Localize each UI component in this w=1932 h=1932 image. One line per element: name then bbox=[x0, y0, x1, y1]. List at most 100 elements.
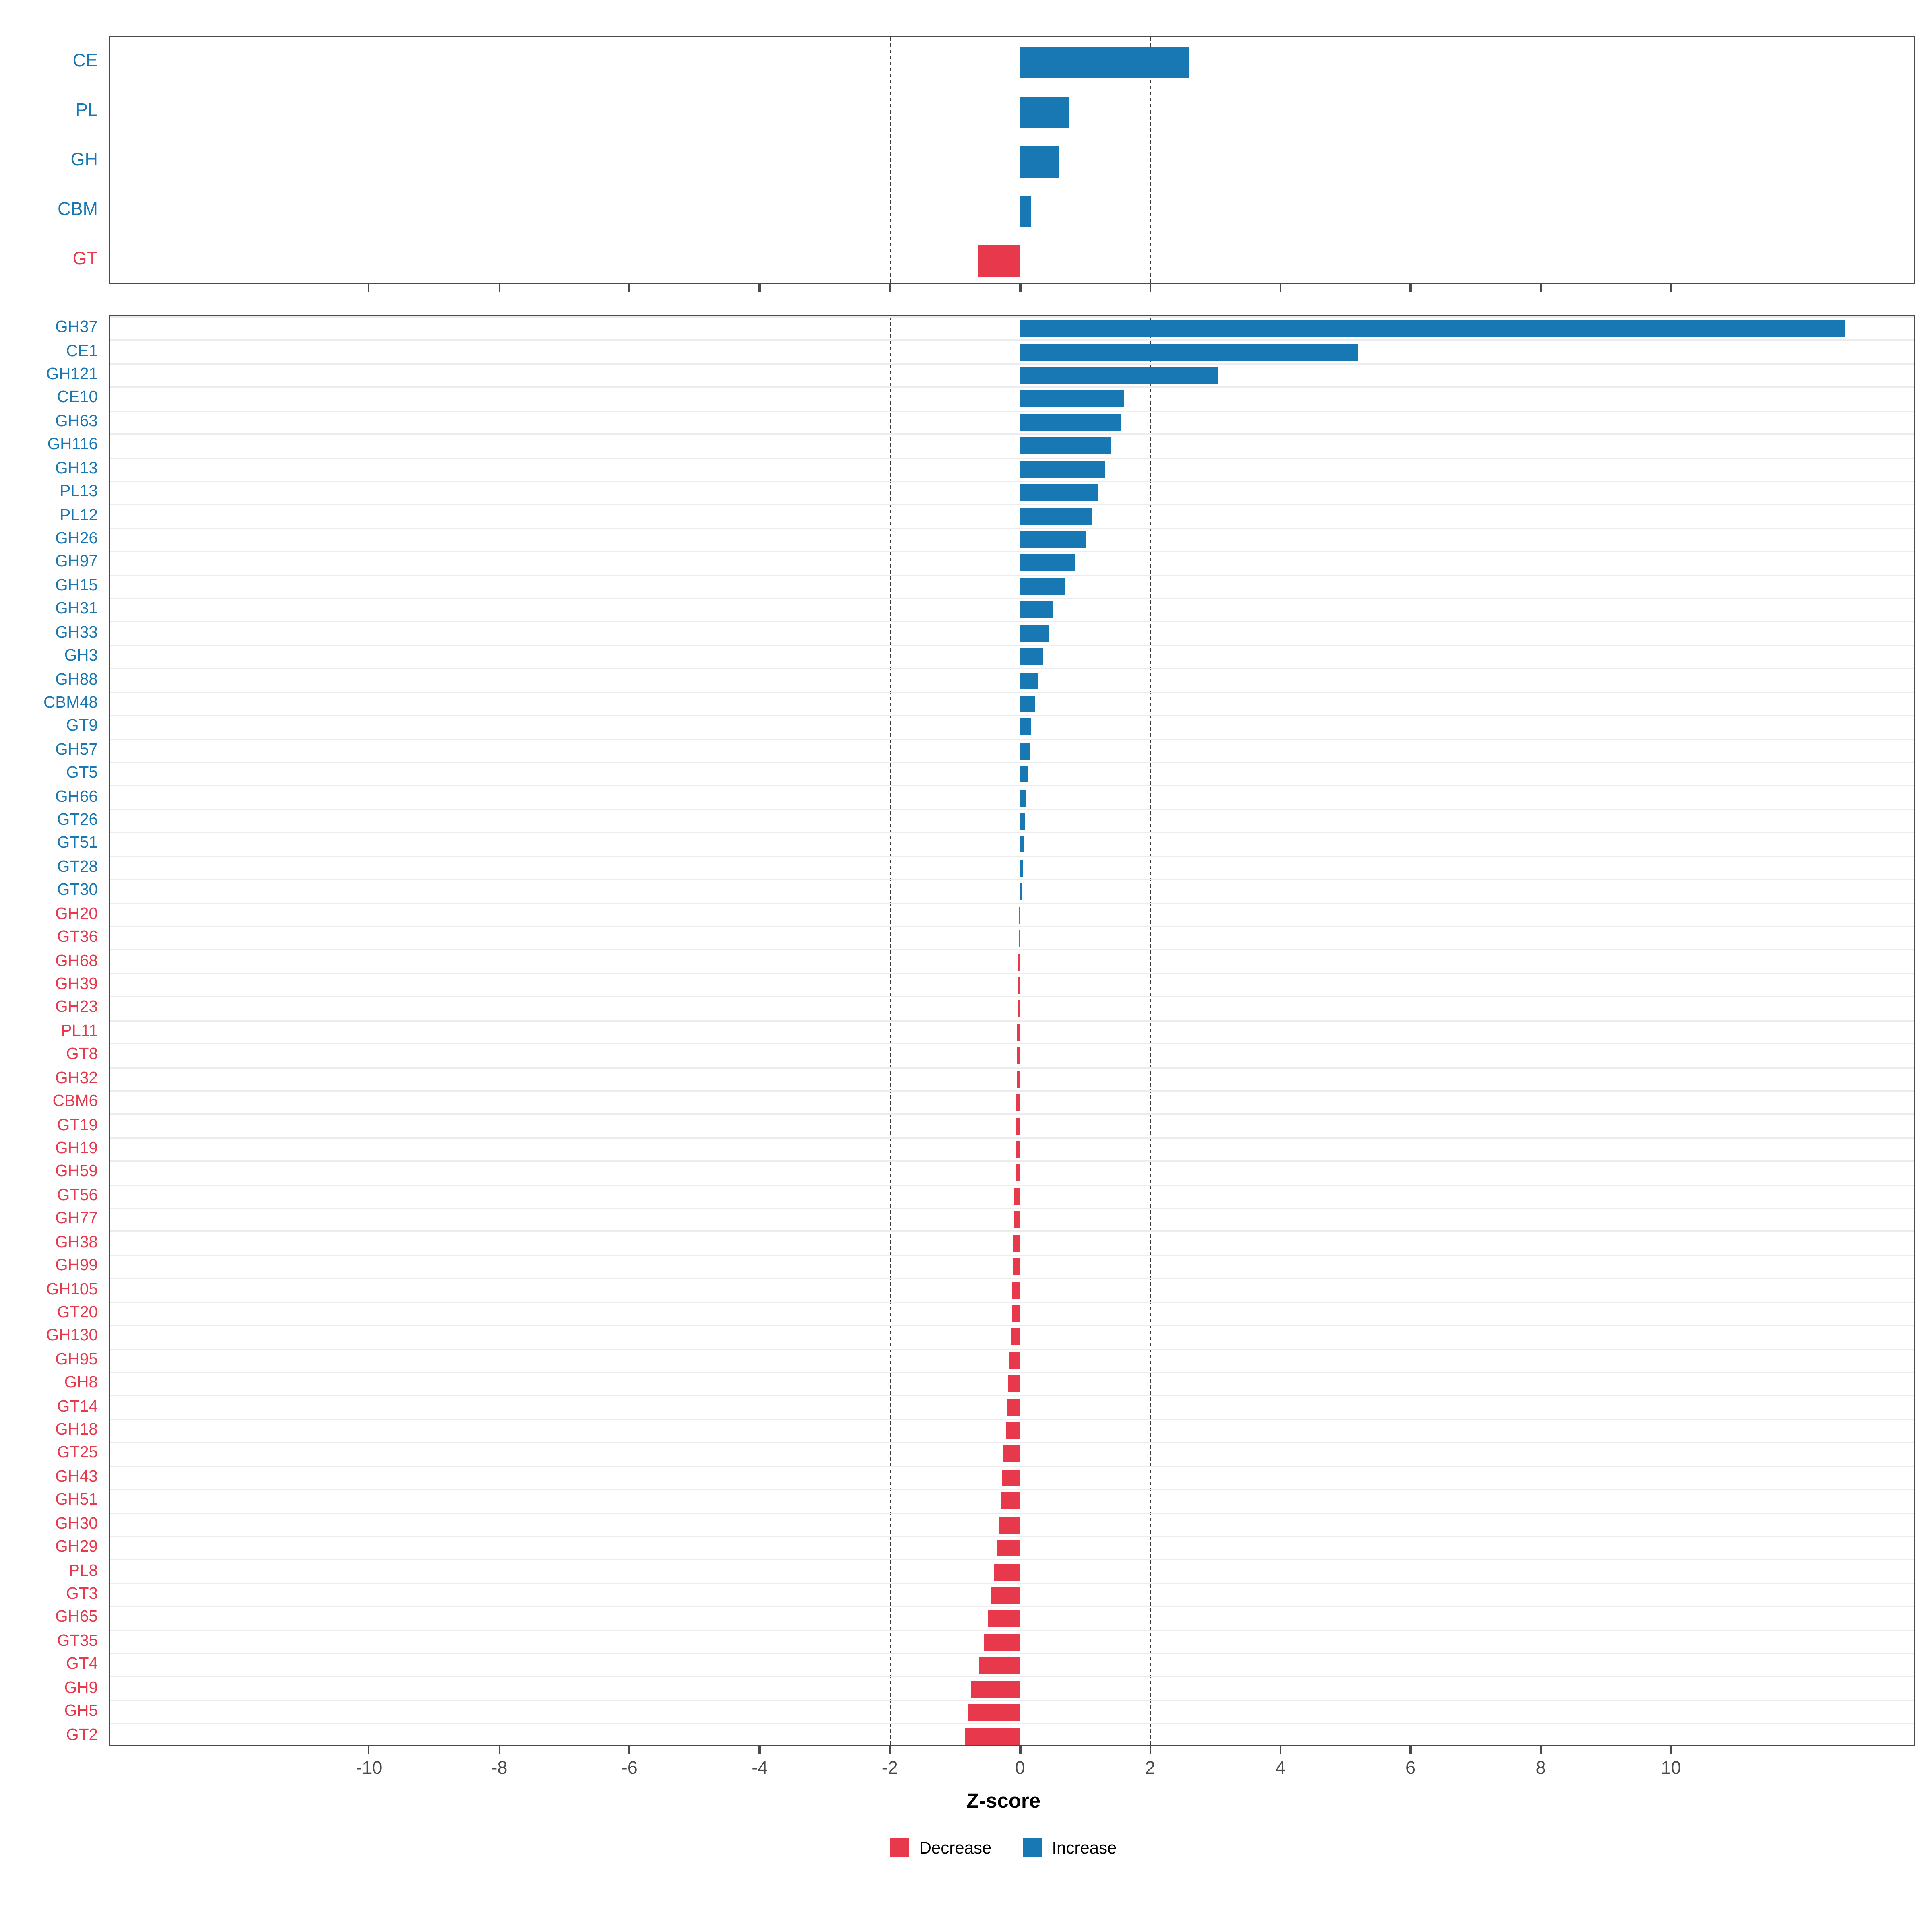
bar-row-GH68 bbox=[110, 949, 1914, 973]
bar-row-GH37 bbox=[110, 316, 1914, 340]
x-tick-mark bbox=[758, 1746, 761, 1754]
bar-row-GH66 bbox=[110, 785, 1914, 809]
bar-row-GT5 bbox=[110, 762, 1914, 785]
bar-PL8 bbox=[994, 1563, 1020, 1580]
bar-GT36 bbox=[1018, 930, 1020, 947]
bar-row-GH3 bbox=[110, 644, 1914, 668]
y-axis-label-GH39: GH39 bbox=[55, 974, 98, 993]
legend: Decrease Increase bbox=[0, 1823, 1915, 1872]
bar-row-GH19 bbox=[110, 1137, 1914, 1160]
x-tick-mark bbox=[889, 284, 891, 292]
bar-GT5 bbox=[1020, 766, 1028, 783]
bar-row-GH23 bbox=[110, 996, 1914, 1020]
y-axis-label-GT5: GT5 bbox=[66, 763, 98, 782]
top-panel-x-ticks bbox=[109, 284, 1915, 296]
bar-row-GH30 bbox=[110, 1512, 1914, 1536]
bar-row-GT4 bbox=[110, 1653, 1914, 1676]
x-tick-label: -2 bbox=[881, 1758, 898, 1779]
bar-GH29 bbox=[997, 1540, 1020, 1557]
y-axis-label-CE1: CE1 bbox=[66, 341, 98, 359]
x-tick-mark bbox=[628, 1746, 631, 1754]
y-axis-label-GT19: GT19 bbox=[57, 1115, 98, 1133]
bar-GH33 bbox=[1020, 625, 1049, 642]
figure: CE PL GH CBM GT GH37 CE1 GH121 CE10 GH63 GH116 GH1… bbox=[0, 36, 1915, 1872]
bar-row-GT9 bbox=[110, 715, 1914, 739]
y-axis-label-GT2: GT2 bbox=[66, 1725, 98, 1743]
top-panel-plot bbox=[109, 36, 1915, 284]
x-axis-title: Z-score bbox=[966, 1790, 1041, 1812]
y-axis-label-GH95: GH95 bbox=[55, 1350, 98, 1368]
bar-row-GH13 bbox=[110, 457, 1914, 481]
bar-row-GT28 bbox=[110, 856, 1914, 879]
bar-GH31 bbox=[1020, 601, 1053, 619]
bar-GH59 bbox=[1015, 1164, 1020, 1182]
bar-row-CBM6 bbox=[110, 1090, 1914, 1114]
bar-GH26 bbox=[1020, 531, 1085, 548]
y-axis-label-GH59: GH59 bbox=[55, 1162, 98, 1181]
bar-row-GH26 bbox=[110, 527, 1914, 551]
x-tick-label: 10 bbox=[1661, 1758, 1681, 1779]
panel-gap bbox=[0, 296, 1915, 315]
y-axis-label-GH105: GH105 bbox=[46, 1279, 98, 1298]
bar-GH97 bbox=[1020, 555, 1075, 572]
y-axis-label-GT28: GT28 bbox=[57, 857, 98, 875]
bar-row-GH39 bbox=[110, 973, 1914, 996]
bar-GT bbox=[978, 244, 1020, 276]
bar-GH63 bbox=[1020, 414, 1121, 431]
y-axis-label-GH38: GH38 bbox=[55, 1232, 98, 1251]
x-tick-label: -6 bbox=[621, 1758, 638, 1779]
y-axis-label-GH51: GH51 bbox=[55, 1490, 98, 1509]
bar-GT20 bbox=[1011, 1305, 1020, 1322]
legend-item-decrease: Decrease bbox=[890, 1838, 991, 1857]
y-axis-label-GH29: GH29 bbox=[55, 1537, 98, 1556]
y-axis-label-GH26: GH26 bbox=[55, 529, 98, 547]
bar-row-GH31 bbox=[110, 598, 1914, 621]
bar-row-GH105 bbox=[110, 1278, 1914, 1301]
bar-GT28 bbox=[1020, 859, 1023, 877]
x-tick-label: 4 bbox=[1275, 1758, 1286, 1779]
bar-GH77 bbox=[1014, 1211, 1020, 1228]
x-tick-label: -10 bbox=[356, 1758, 382, 1779]
y-axis-label-GH63: GH63 bbox=[55, 411, 98, 430]
y-axis-label-GT8: GT8 bbox=[66, 1044, 98, 1063]
bottom-panel-plot bbox=[109, 315, 1915, 1746]
y-axis-label-GT35: GT35 bbox=[57, 1631, 98, 1649]
x-tick-label: 2 bbox=[1145, 1758, 1156, 1779]
y-axis-label-GH30: GH30 bbox=[55, 1514, 98, 1532]
top-panel: CE PL GH CBM GT bbox=[0, 36, 1915, 296]
x-tick-mark bbox=[758, 284, 761, 292]
bar-row-GH20 bbox=[110, 902, 1914, 926]
bar-GH57 bbox=[1020, 742, 1030, 760]
x-tick-mark bbox=[1410, 1746, 1412, 1754]
x-tick-mark bbox=[1149, 284, 1152, 292]
y-axis-label-CE10: CE10 bbox=[57, 388, 98, 407]
x-tick-mark bbox=[498, 284, 500, 292]
y-axis-label-GT51: GT51 bbox=[57, 834, 98, 852]
x-tick-mark bbox=[1540, 1746, 1542, 1754]
y-axis-label-GH88: GH88 bbox=[55, 669, 98, 688]
bar-CBM48 bbox=[1020, 695, 1034, 712]
bar-GH3 bbox=[1020, 648, 1043, 666]
bar-GT25 bbox=[1003, 1446, 1020, 1463]
bar-PL11 bbox=[1017, 1024, 1020, 1041]
bar-row-GH38 bbox=[110, 1231, 1914, 1254]
bar-row-GT3 bbox=[110, 1583, 1914, 1606]
x-tick-label: 6 bbox=[1406, 1758, 1416, 1779]
bar-row-GH43 bbox=[110, 1466, 1914, 1489]
y-axis-label-GH13: GH13 bbox=[55, 458, 98, 477]
bar-GH32 bbox=[1016, 1071, 1020, 1088]
bottom-panel: GH37 CE1 GH121 CE10 GH63 GH116 GH13 PL13 PL12 GH2… bbox=[0, 315, 1915, 1787]
bar-row-PL11 bbox=[110, 1020, 1914, 1043]
bar-GT3 bbox=[991, 1586, 1020, 1604]
y-axis-label-GT25: GT25 bbox=[57, 1443, 98, 1462]
bar-row-GH33 bbox=[110, 621, 1914, 644]
y-axis-label-GH37: GH37 bbox=[55, 318, 98, 336]
bar-row-GT36 bbox=[110, 926, 1914, 949]
x-tick-label: 0 bbox=[1015, 1758, 1025, 1779]
legend-swatch-increase bbox=[1023, 1838, 1042, 1857]
bar-row-GH51 bbox=[110, 1489, 1914, 1512]
y-axis-label-GH23: GH23 bbox=[55, 998, 98, 1016]
bar-GH68 bbox=[1018, 953, 1020, 970]
bar-row-GH57 bbox=[110, 738, 1914, 762]
